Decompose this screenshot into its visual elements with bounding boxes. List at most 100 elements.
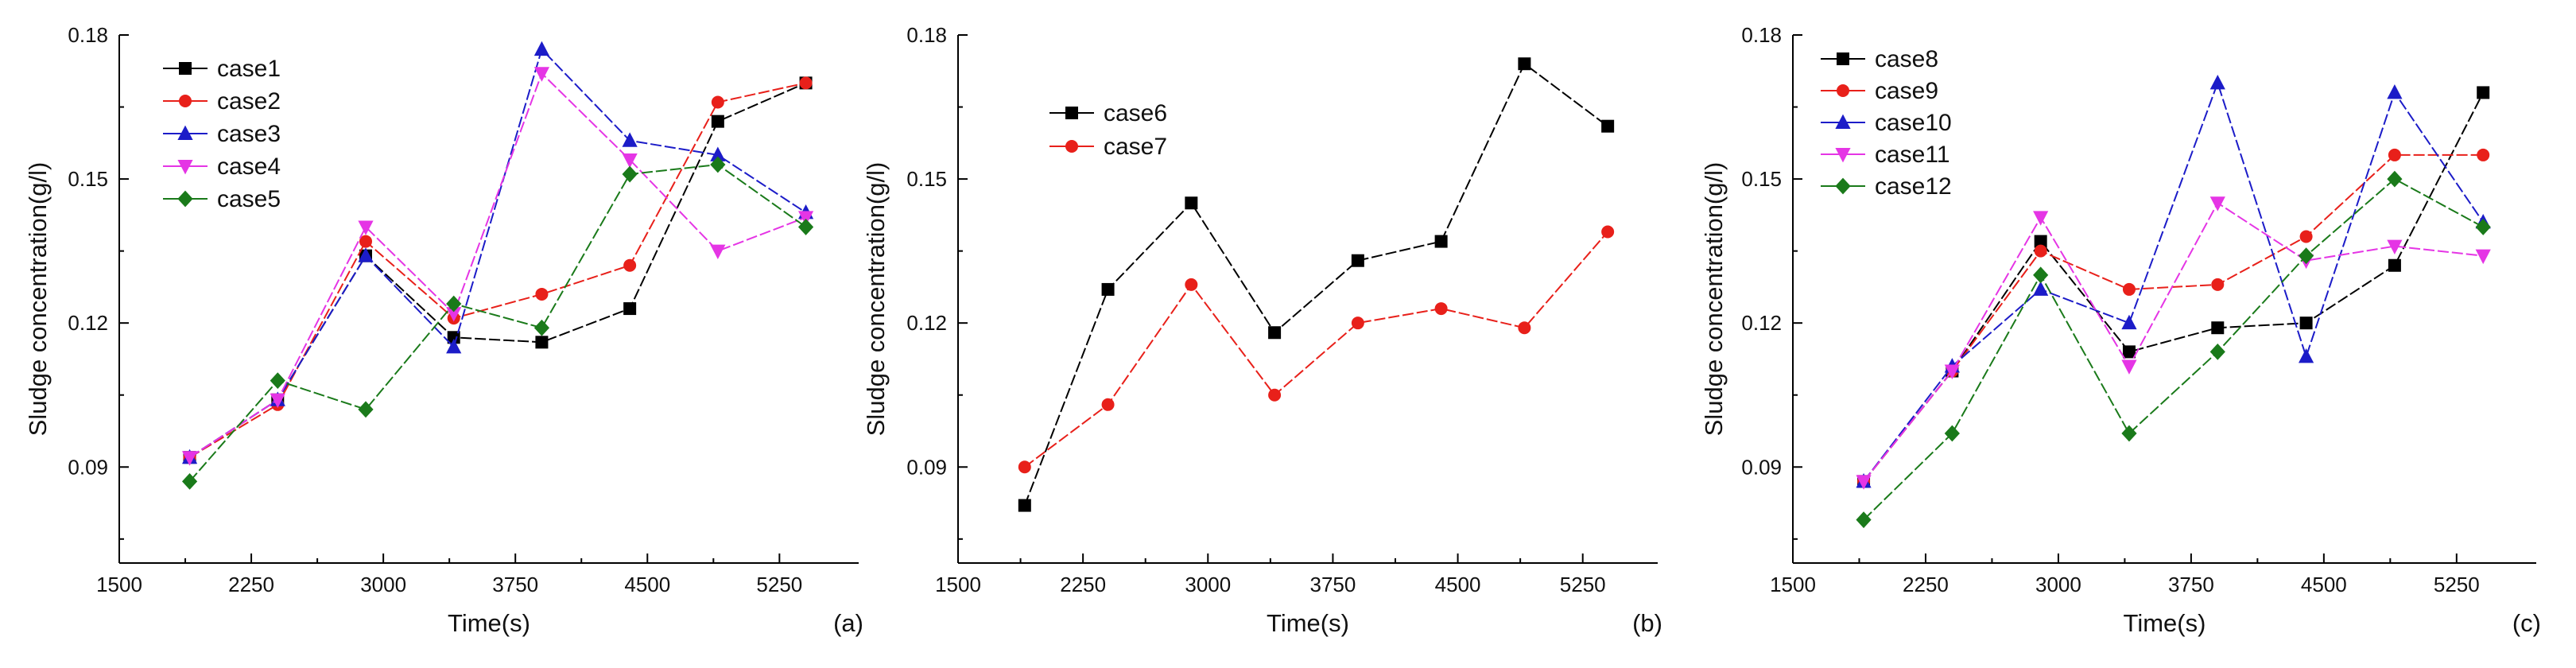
legend-marker bbox=[1835, 177, 1851, 195]
case10-point bbox=[2033, 281, 2049, 296]
legend-marker bbox=[1065, 140, 1078, 153]
y-tick-label: 0.12 bbox=[1741, 311, 1782, 335]
case4-point bbox=[358, 220, 374, 235]
x-axis-label: Time(s) bbox=[1267, 609, 1349, 637]
case2-point bbox=[359, 235, 372, 248]
case1-point bbox=[623, 302, 637, 316]
case10-line bbox=[1863, 80, 2485, 482]
case10-point bbox=[2121, 314, 2137, 330]
case5-point bbox=[181, 472, 198, 490]
legend-label: case3 bbox=[217, 121, 281, 147]
case11-point bbox=[1856, 475, 1872, 490]
case7-point bbox=[1434, 302, 1448, 316]
legend-marker bbox=[177, 125, 193, 140]
legend-label: case8 bbox=[1875, 46, 1938, 72]
case10-point bbox=[2387, 84, 2403, 99]
case12-point bbox=[2475, 219, 2491, 235]
legend-marker bbox=[1835, 148, 1851, 163]
case2-point bbox=[535, 287, 549, 301]
legend-label: case5 bbox=[217, 186, 281, 212]
case3-point bbox=[622, 132, 638, 147]
panel-label: (c) bbox=[2512, 609, 2541, 637]
legend-label: case9 bbox=[1875, 78, 1938, 104]
legend-label: case2 bbox=[217, 88, 281, 115]
case5-point bbox=[797, 219, 814, 235]
x-tick-label: 5250 bbox=[756, 573, 802, 596]
series-case12 bbox=[1856, 170, 2491, 529]
case4-point bbox=[797, 211, 814, 226]
legend-label: case12 bbox=[1875, 173, 1952, 200]
case6-point bbox=[1518, 57, 1531, 71]
case10-point bbox=[2298, 348, 2314, 363]
case11-point bbox=[2121, 359, 2137, 375]
case6-point bbox=[1351, 254, 1364, 267]
x-tick-label: 2250 bbox=[228, 573, 274, 596]
case11-point bbox=[2475, 249, 2491, 265]
case9-point bbox=[2388, 148, 2401, 161]
case8-point bbox=[2388, 258, 2401, 272]
case8-point bbox=[2211, 321, 2225, 335]
x-tick-label: 5250 bbox=[2434, 573, 2480, 596]
case8-line bbox=[1863, 91, 2485, 483]
case4-point bbox=[622, 153, 638, 169]
x-tick-label: 4500 bbox=[2301, 573, 2347, 596]
case12-line bbox=[1863, 177, 2484, 521]
x-tick-label: 3000 bbox=[1185, 573, 1231, 596]
legend-marker bbox=[179, 62, 192, 75]
case8-point bbox=[2477, 86, 2490, 99]
case6-point bbox=[1101, 282, 1115, 296]
legend: case8 case9 case10 case11 case12 bbox=[1821, 46, 1952, 200]
panel-label: (b) bbox=[1632, 609, 1662, 637]
panel-label: (a) bbox=[833, 609, 863, 637]
case6-line bbox=[1023, 62, 1608, 506]
case10-point bbox=[2209, 74, 2225, 90]
case2-point bbox=[799, 76, 813, 90]
case1-point bbox=[535, 336, 549, 349]
case7-line bbox=[1024, 231, 1608, 468]
legend-label: case7 bbox=[1104, 134, 1167, 160]
case12-point bbox=[1944, 425, 1960, 442]
legend-label: case6 bbox=[1104, 100, 1167, 126]
legend-label: case4 bbox=[217, 153, 281, 180]
x-tick-label: 4500 bbox=[624, 573, 670, 596]
case9-point bbox=[2034, 244, 2047, 258]
case12-point bbox=[2209, 344, 2225, 360]
chart-panel-1: 1500 2250 3000 3750 4500 5250 0.09 0.12 0.15 0.18… bbox=[24, 23, 863, 637]
case3-point bbox=[446, 338, 462, 354]
case7-point bbox=[1518, 321, 1531, 335]
case9-point bbox=[2211, 278, 2225, 291]
case6-point bbox=[1601, 119, 1615, 133]
case5-point bbox=[270, 372, 285, 390]
case11-point bbox=[1944, 364, 1960, 379]
case3-point bbox=[358, 247, 374, 262]
case6-point bbox=[1185, 196, 1198, 210]
case1-point bbox=[447, 331, 460, 344]
case2-point bbox=[711, 95, 724, 109]
case11-point bbox=[2033, 211, 2049, 226]
y-tick-label: 0.18 bbox=[1741, 23, 1782, 47]
case2-line bbox=[189, 82, 806, 459]
x-tick-label: 2250 bbox=[1903, 573, 1949, 596]
y-tick-label: 0.12 bbox=[68, 311, 108, 335]
case4-point bbox=[181, 451, 198, 466]
case7-point bbox=[1601, 225, 1615, 239]
series-case7 bbox=[1018, 225, 1615, 474]
case4-point bbox=[710, 244, 726, 260]
case4-point bbox=[270, 393, 285, 409]
chart-panel-3: 1500 2250 3000 3750 4500 5250 0.09 0.12 0.15 0.18… bbox=[1700, 23, 2541, 637]
case5-point bbox=[358, 401, 374, 418]
legend-marker bbox=[1065, 107, 1078, 119]
case3-line bbox=[189, 48, 807, 459]
case12-point bbox=[2121, 425, 2137, 442]
y-tick-label: 0.18 bbox=[68, 23, 108, 47]
case9-point bbox=[2122, 282, 2136, 296]
legend-marker bbox=[179, 95, 192, 107]
legend-marker bbox=[1837, 52, 1849, 65]
case7-point bbox=[1101, 398, 1115, 411]
case7-point bbox=[1351, 317, 1364, 330]
case1-point bbox=[711, 115, 724, 128]
y-tick-label: 0.09 bbox=[906, 455, 947, 479]
x-tick-label: 2250 bbox=[1060, 573, 1106, 596]
case12-point bbox=[1856, 511, 1872, 529]
